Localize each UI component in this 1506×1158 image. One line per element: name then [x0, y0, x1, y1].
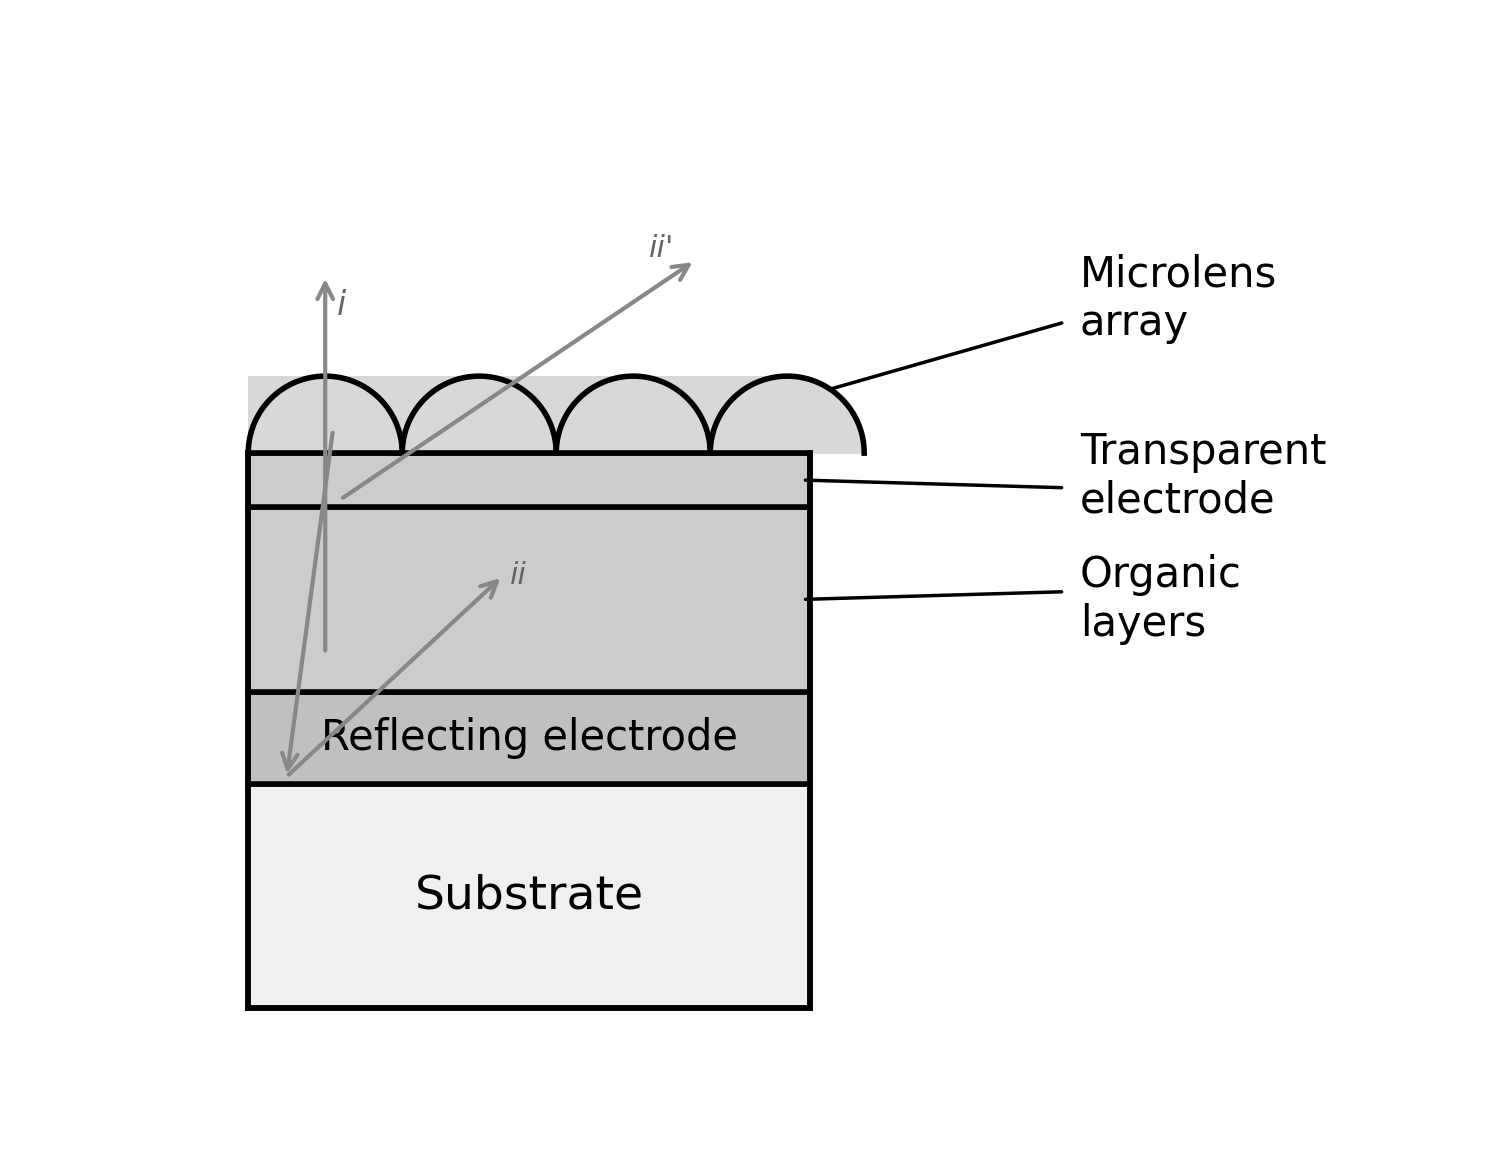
Bar: [248, 507, 810, 691]
Polygon shape: [248, 376, 402, 453]
Bar: [248, 376, 810, 453]
Bar: [248, 691, 810, 784]
Bar: [248, 453, 810, 507]
Text: Microlens
array: Microlens array: [1080, 254, 1277, 344]
Text: ii': ii': [649, 234, 675, 263]
Text: Organic
layers: Organic layers: [1080, 555, 1242, 645]
Polygon shape: [556, 376, 711, 453]
Text: Transparent
electrode: Transparent electrode: [1080, 431, 1327, 521]
Polygon shape: [711, 376, 864, 453]
Text: ii: ii: [511, 560, 527, 591]
Text: Substrate: Substrate: [414, 873, 645, 918]
Polygon shape: [402, 376, 556, 453]
Text: i: i: [337, 288, 346, 322]
Bar: [248, 784, 810, 1007]
Text: Reflecting electrode: Reflecting electrode: [321, 717, 738, 758]
